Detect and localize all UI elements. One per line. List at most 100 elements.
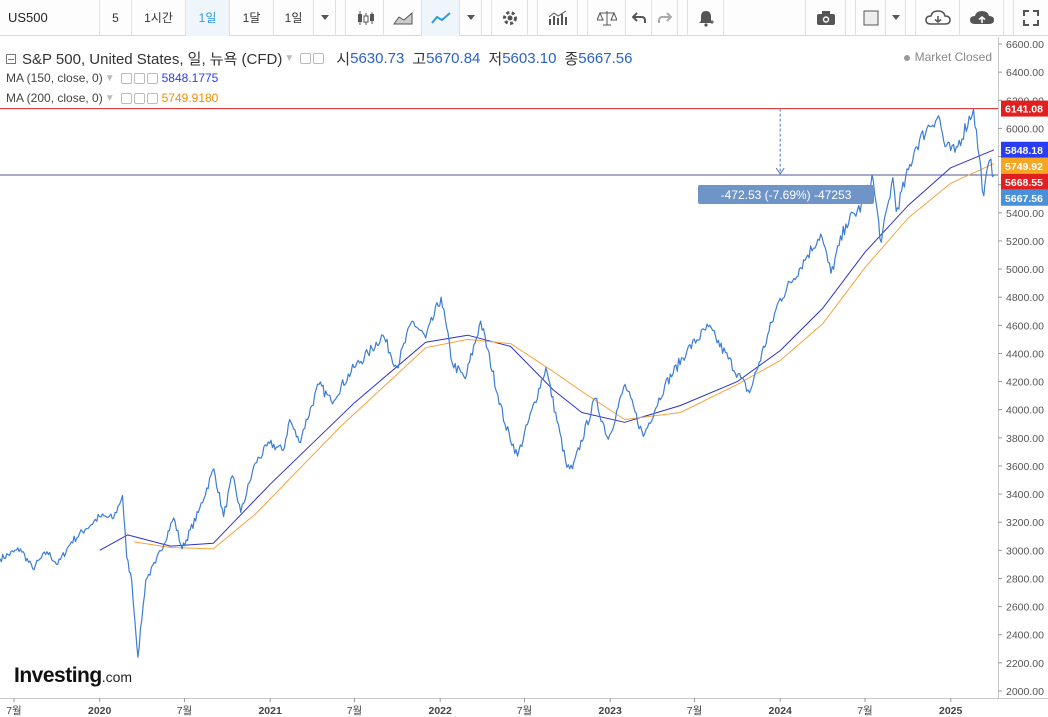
measure-label-box bbox=[698, 185, 874, 205]
indicators-icon bbox=[548, 10, 567, 25]
toolbar-divider bbox=[678, 0, 688, 36]
eye-icon[interactable] bbox=[120, 72, 132, 84]
ma150-value: 5848.1775 bbox=[161, 71, 219, 85]
chevron-down-icon[interactable]: ▼ bbox=[104, 72, 115, 84]
y-tick-label: 4400.00 bbox=[1006, 348, 1044, 360]
y-tick-label: 5000.00 bbox=[1006, 264, 1044, 276]
high-value: 5670.84 bbox=[426, 50, 481, 67]
y-tick-label: 6400.00 bbox=[1006, 67, 1044, 79]
toolbar-divider bbox=[528, 0, 538, 36]
open-label: 시 bbox=[336, 51, 351, 68]
ma150-label: MA (150, close, 0) bbox=[6, 71, 103, 85]
price-tag bbox=[1001, 189, 1048, 206]
compare-button[interactable] bbox=[588, 0, 626, 36]
chart-type-dropdown[interactable] bbox=[460, 0, 482, 36]
area-chart-icon bbox=[392, 11, 412, 24]
x-tick-label: 2025 bbox=[939, 705, 963, 717]
color-button[interactable] bbox=[856, 0, 886, 36]
undo-button[interactable] bbox=[626, 0, 652, 36]
y-tick-label: 6600.00 bbox=[1006, 39, 1044, 51]
symbol-input[interactable]: US500 bbox=[0, 0, 100, 36]
alert-button[interactable] bbox=[688, 0, 724, 36]
gear-icon[interactable] bbox=[313, 53, 325, 64]
ma200-label: MA (200, close, 0) bbox=[6, 91, 103, 105]
chevron-down-icon[interactable]: ▼ bbox=[104, 92, 115, 104]
x-tick-label: 7월 bbox=[857, 705, 873, 717]
fullscreen-button[interactable] bbox=[1014, 0, 1048, 36]
measure-arrow-icon bbox=[775, 167, 785, 175]
y-tick-label: 5200.00 bbox=[1006, 236, 1044, 248]
toolbar-divider bbox=[1004, 0, 1014, 36]
y-tick-label: 4000.00 bbox=[1006, 405, 1044, 417]
high-label: 고 bbox=[412, 51, 427, 68]
interval-dropdown[interactable] bbox=[314, 0, 336, 36]
interval-more-button[interactable]: 1일 bbox=[274, 0, 314, 36]
gear-icon[interactable] bbox=[133, 92, 145, 104]
color-dropdown[interactable] bbox=[886, 0, 906, 36]
x-tick-label: 7월 bbox=[177, 705, 193, 717]
cloud-upload-button[interactable] bbox=[960, 0, 1004, 36]
y-tick-label: 3600.00 bbox=[1006, 461, 1044, 473]
price-tag-label: 5668.55 bbox=[1005, 177, 1043, 189]
interval-1d-button[interactable]: 1일 bbox=[186, 0, 230, 36]
x-tick-label: 2022 bbox=[428, 705, 452, 717]
gear-icon[interactable] bbox=[133, 72, 145, 84]
toolbar-divider bbox=[846, 0, 856, 36]
dropdown-icon bbox=[466, 15, 475, 20]
eye-icon[interactable] bbox=[120, 92, 132, 104]
measure-label: -472.53 (-7.69%) -47253 bbox=[721, 188, 852, 202]
cloud-upload-icon bbox=[969, 10, 994, 24]
market-status: Market Closed bbox=[903, 50, 992, 64]
cloud-save-button[interactable] bbox=[916, 0, 960, 36]
ma200-legend: MA (200, close, 0) ▼ 5749.9180 bbox=[6, 91, 218, 105]
settings-button[interactable] bbox=[492, 0, 528, 36]
area-chart-button[interactable] bbox=[384, 0, 422, 36]
close-icon[interactable] bbox=[146, 92, 158, 104]
investing-logo: Investing.com bbox=[14, 664, 132, 688]
redo-icon bbox=[657, 11, 672, 23]
x-tick-label: 7월 bbox=[6, 705, 22, 717]
x-tick-label: 7월 bbox=[347, 705, 363, 717]
status-dot-icon bbox=[903, 54, 910, 61]
y-tick-label: 2800.00 bbox=[1006, 573, 1044, 585]
dropdown-icon bbox=[891, 15, 900, 20]
y-tick-label: 3800.00 bbox=[1006, 433, 1044, 445]
price-tag-label: 6141.08 bbox=[1005, 104, 1043, 116]
price-tag-label: 5749.92 bbox=[1005, 161, 1043, 173]
fullscreen-icon bbox=[1023, 9, 1039, 26]
ma150-line bbox=[99, 149, 995, 551]
price-chart[interactable]: 2000.00 2200.00 2400.00 2600.00 2800.00 3000.… bbox=[0, 37, 1048, 717]
instrument-title: S&P 500, United States, 일, 뉴욕 (CFD) bbox=[22, 51, 283, 68]
ma200-line bbox=[134, 163, 995, 550]
x-tick-label: 7월 bbox=[687, 705, 703, 717]
interval-1mo-button[interactable]: 1달 bbox=[230, 0, 274, 36]
interval-1h-button[interactable]: 1시간 bbox=[132, 0, 186, 36]
interval-5-button[interactable]: 5 bbox=[100, 0, 132, 36]
y-tick-label: 3000.00 bbox=[1006, 545, 1044, 557]
price-tag bbox=[1001, 173, 1048, 190]
y-tick-label: 2200.00 bbox=[1006, 658, 1044, 670]
price-line bbox=[0, 108, 995, 658]
collapse-legend-icon[interactable] bbox=[6, 53, 16, 64]
toolbar-divider bbox=[336, 0, 346, 36]
y-tick-label: 4200.00 bbox=[1006, 377, 1044, 389]
line-chart-button[interactable] bbox=[422, 0, 460, 36]
toolbar-divider bbox=[906, 0, 916, 36]
eye-icon[interactable] bbox=[300, 53, 312, 64]
y-tick-label: 2600.00 bbox=[1006, 602, 1044, 614]
indicators-button[interactable] bbox=[538, 0, 578, 36]
open-value: 5630.73 bbox=[350, 50, 405, 67]
x-tick-label: 7월 bbox=[517, 705, 533, 717]
screenshot-button[interactable] bbox=[806, 0, 846, 36]
low-value: 5603.10 bbox=[502, 50, 557, 67]
cloud-save-icon bbox=[924, 9, 951, 25]
redo-button[interactable] bbox=[652, 0, 678, 36]
close-icon[interactable] bbox=[146, 72, 158, 84]
line-chart-icon bbox=[430, 11, 451, 24]
y-tick-label: 3400.00 bbox=[1006, 489, 1044, 501]
logo-name: Investing bbox=[14, 664, 102, 687]
chevron-down-icon[interactable]: ▼ bbox=[284, 53, 295, 64]
toolbar-divider bbox=[796, 0, 806, 36]
candle-chart-button[interactable] bbox=[346, 0, 384, 36]
